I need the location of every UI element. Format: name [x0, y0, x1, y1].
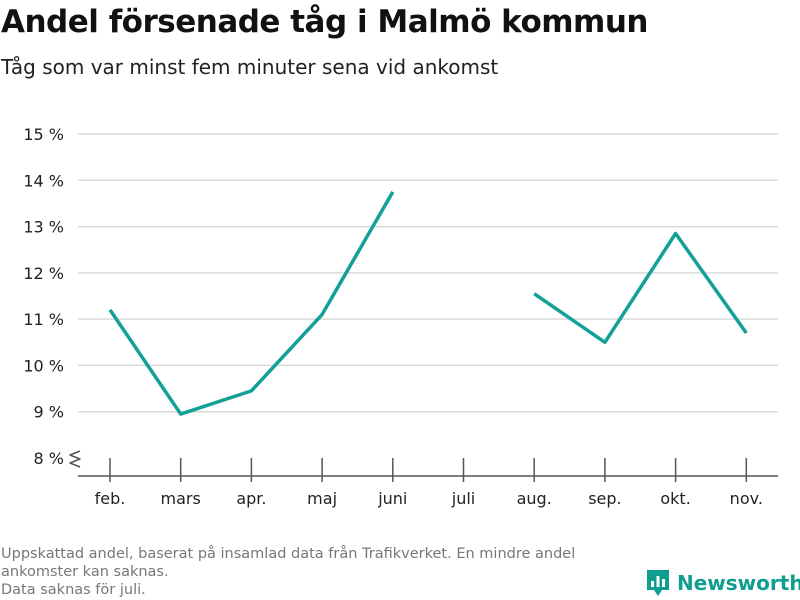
line-chart: 8 % 9 % 10 % 11 % 12 % 13 % 14 % 15 % feb. mars a…: [23, 125, 778, 508]
x-tick-label: juni: [377, 489, 407, 508]
x-tick-label: apr.: [236, 489, 266, 508]
chart-title: Andel försenade tåg i Malmö kommun: [1, 4, 649, 40]
brand-name: Newsworthy: [677, 571, 800, 595]
x-tick-label: feb.: [95, 489, 126, 508]
footnote-line-3: Data saknas för juli.: [1, 582, 146, 598]
brand-logo: Newsworthy: [645, 568, 800, 598]
axis-break-icon: [69, 450, 81, 468]
footnote-line-2: ankomster kan saknas.: [1, 564, 169, 580]
y-tick-label: 15 %: [23, 125, 64, 144]
y-tick-label: 13 %: [23, 218, 64, 237]
data-series: [108, 190, 748, 416]
x-tick-label: aug.: [517, 489, 552, 508]
y-tick-label: 9 %: [34, 403, 64, 422]
x-tick-label: nov.: [730, 489, 763, 508]
x-tick-label: sep.: [588, 489, 621, 508]
grid-lines: [78, 133, 778, 413]
x-axis-ticks: feb. mars apr. maj juni juli aug. sep. okt. nov.: [95, 458, 763, 508]
y-tick-label: 8 %: [34, 449, 64, 468]
y-tick-label: 14 %: [23, 171, 64, 190]
bar-chart-logo-icon: [647, 570, 669, 596]
x-tick-label: maj: [307, 489, 337, 508]
series-line-segment: [108, 190, 395, 416]
footnote-line-1: Uppskattad andel, baserat på insamlad da…: [1, 546, 576, 562]
y-tick-label: 11 %: [23, 310, 64, 329]
x-tick-label: mars: [161, 489, 201, 508]
y-tick-label: 12 %: [23, 264, 64, 283]
footnote: Uppskattad andel, baserat på insamlad da…: [1, 545, 621, 599]
chart-subtitle: Tåg som var minst fem minuter sena vid a…: [1, 55, 499, 79]
x-tick-label: juli: [451, 489, 475, 508]
series-line-segment: [533, 231, 748, 345]
x-tick-label: okt.: [660, 489, 690, 508]
y-tick-label: 10 %: [23, 356, 64, 375]
y-axis-ticks: 8 % 9 % 10 % 11 % 12 % 13 % 14 % 15 %: [23, 125, 81, 468]
